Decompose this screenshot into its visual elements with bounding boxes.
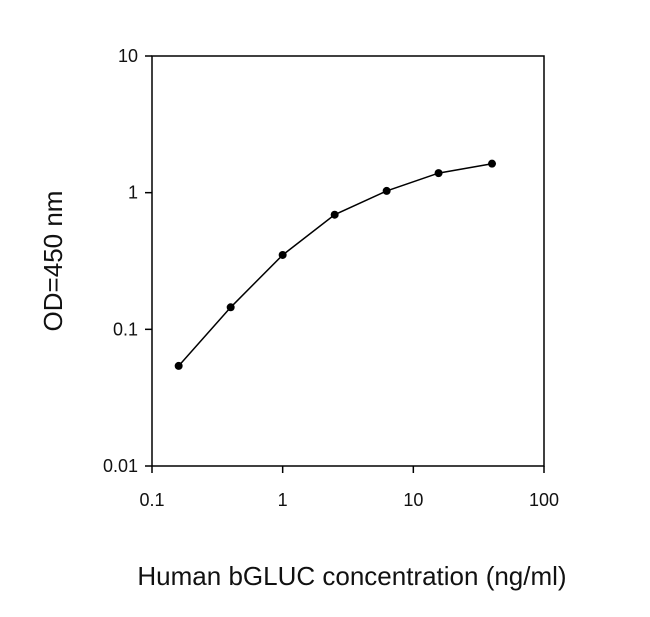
x-tick-label: 1	[278, 490, 288, 510]
y-tick-label: 0.01	[103, 456, 138, 476]
data-point	[434, 169, 443, 178]
x-tick-label: 10	[403, 490, 423, 510]
y-tick-label: 1	[128, 183, 138, 203]
data-point	[226, 303, 235, 312]
y-tick-label: 10	[118, 46, 138, 66]
plot-frame	[151, 55, 545, 467]
x-axis-title: Human bGLUC concentration (ng/ml)	[137, 561, 566, 591]
y-axis-ticks: 0.01 0.1 1 10	[103, 46, 152, 476]
series-group	[174, 159, 497, 370]
y-tick-label: 0.1	[113, 319, 138, 339]
y-axis-title: OD=450 nm	[38, 191, 68, 332]
data-point	[330, 210, 339, 219]
data-point	[174, 361, 183, 370]
data-point	[382, 186, 391, 195]
data-point	[278, 250, 287, 259]
x-tick-label: 0.1	[139, 490, 164, 510]
series-line	[178, 162, 493, 367]
data-point	[488, 159, 497, 168]
x-axis-ticks: 0.1 1 10 100	[139, 466, 559, 510]
x-tick-label: 100	[529, 490, 559, 510]
